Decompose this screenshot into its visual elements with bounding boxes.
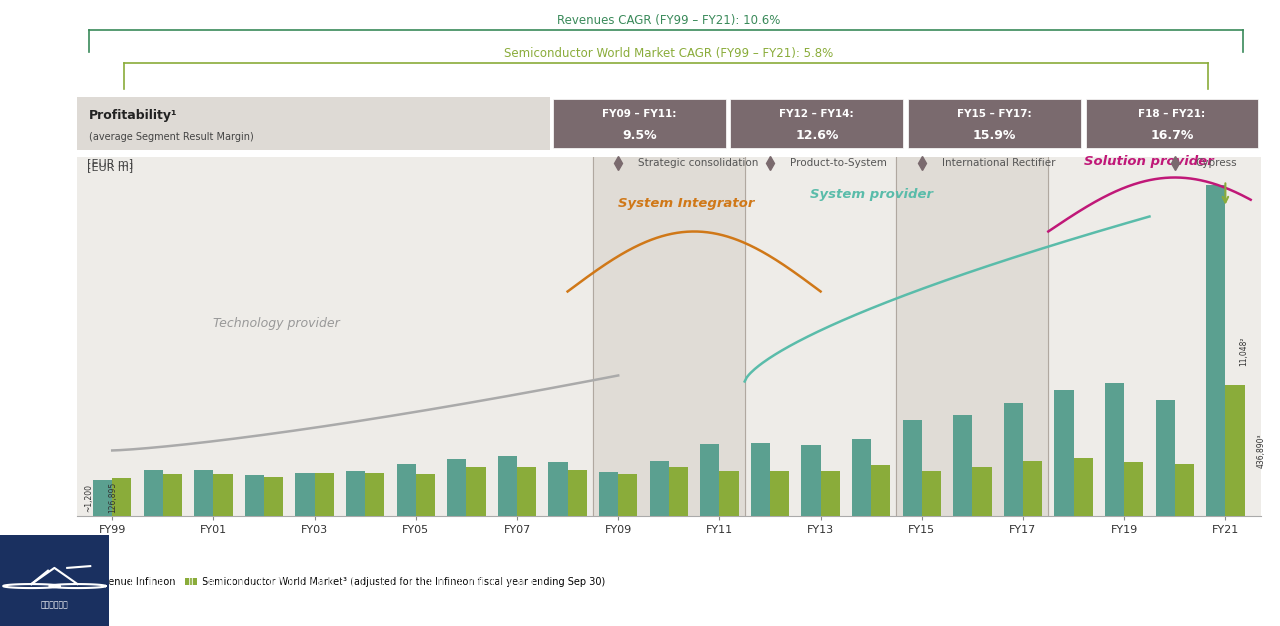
Bar (244, 475, 264, 516)
Text: FY15 – FY17:: FY15 – FY17: (957, 109, 1032, 119)
Text: Semiconductor World Market CAGR (FY99 – FY21): 5.8%: Semiconductor World Market CAGR (FY99 – … (504, 46, 833, 59)
Bar (214, 475, 233, 516)
Bar (1124, 462, 1143, 516)
Text: Solution provider: Solution provider (1084, 155, 1213, 168)
Text: Strategic consolidation: Strategic consolidation (639, 158, 759, 168)
Bar (163, 475, 182, 516)
Text: Profitability¹: Profitability¹ (88, 109, 177, 122)
Text: F18 – FY21:: F18 – FY21: (1138, 109, 1206, 119)
Bar (1023, 461, 1042, 516)
Bar (264, 478, 283, 516)
Bar (93, 481, 113, 516)
Text: 436,890³: 436,890³ (1257, 434, 1266, 468)
Bar (315, 473, 334, 516)
Bar (346, 471, 365, 516)
Text: Product-to-System: Product-to-System (790, 158, 887, 168)
Bar (498, 456, 517, 516)
Text: 12.6%: 12.6% (795, 129, 838, 142)
Bar (1206, 185, 1225, 516)
Text: 126,895: 126,895 (109, 482, 118, 513)
Bar (599, 472, 618, 516)
Text: Technology provider: Technology provider (214, 317, 340, 331)
Bar (517, 467, 536, 516)
Bar (922, 471, 941, 516)
Text: 9.5%: 9.5% (622, 129, 657, 142)
Bar (466, 467, 485, 516)
Bar (567, 470, 586, 516)
Text: 汽车电子设计: 汽车电子设计 (41, 601, 68, 610)
Text: 15.9%: 15.9% (973, 129, 1016, 142)
Bar (719, 471, 739, 516)
Text: 英飞凌产业角色跨越了从技术提供方、系统集成商、系统提供商到全套解决方案提供商的四个阶段: 英飞凌产业角色跨越了从技术提供方、系统集成商、系统提供商到全套解决方案提供商的四… (122, 572, 552, 590)
Text: International Rectifier: International Rectifier (942, 158, 1056, 168)
Bar (113, 478, 132, 516)
Bar (669, 467, 689, 516)
Bar (77, 97, 550, 150)
Bar (365, 473, 384, 516)
Bar (0, 535, 109, 626)
Bar (143, 470, 163, 516)
Bar (954, 415, 973, 516)
Bar (751, 443, 771, 516)
Legend: Revenue Infineon, Semiconductor World Market³ (adjusted for the Infineon fiscal : Revenue Infineon, Semiconductor World Ma… (70, 573, 609, 591)
Text: FY12 – FY14:: FY12 – FY14: (780, 109, 854, 119)
Bar (1055, 391, 1074, 516)
Text: [EUR m]: [EUR m] (87, 158, 133, 168)
Text: ~1,200: ~1,200 (84, 485, 93, 513)
Bar (1105, 382, 1124, 516)
Text: (average Segment Result Margin): (average Segment Result Margin) (88, 132, 253, 142)
Text: System provider: System provider (810, 188, 933, 202)
Bar (902, 421, 922, 516)
Bar (593, 156, 745, 516)
Bar (1004, 403, 1023, 516)
Bar (195, 470, 214, 516)
Bar (896, 156, 1048, 516)
Text: [EUR m]: [EUR m] (87, 163, 133, 173)
Bar (872, 466, 891, 516)
Text: System Integrator: System Integrator (618, 197, 755, 210)
Bar (1156, 400, 1175, 516)
Bar (1225, 386, 1244, 516)
Bar (296, 473, 315, 516)
Bar (771, 471, 790, 516)
Bar (649, 461, 669, 516)
Bar (447, 459, 466, 516)
Bar (852, 439, 872, 516)
Text: 11,048²: 11,048² (1239, 337, 1248, 366)
Bar (618, 473, 637, 516)
Text: 16.7%: 16.7% (1151, 129, 1194, 142)
Bar (731, 99, 904, 148)
Bar (973, 467, 992, 516)
Text: FY09 – FY11:: FY09 – FY11: (602, 109, 676, 119)
Bar (397, 464, 416, 516)
Bar (700, 444, 719, 516)
Bar (1085, 99, 1258, 148)
Text: Cypress: Cypress (1196, 158, 1236, 168)
Bar (820, 471, 840, 516)
Text: Revenues CAGR (FY99 – FY21): 10.6%: Revenues CAGR (FY99 – FY21): 10.6% (557, 14, 781, 27)
Bar (553, 99, 726, 148)
Bar (548, 461, 567, 516)
Bar (801, 445, 820, 516)
Bar (1074, 458, 1093, 516)
Bar (908, 99, 1080, 148)
Bar (416, 474, 435, 516)
Bar (1175, 464, 1194, 516)
